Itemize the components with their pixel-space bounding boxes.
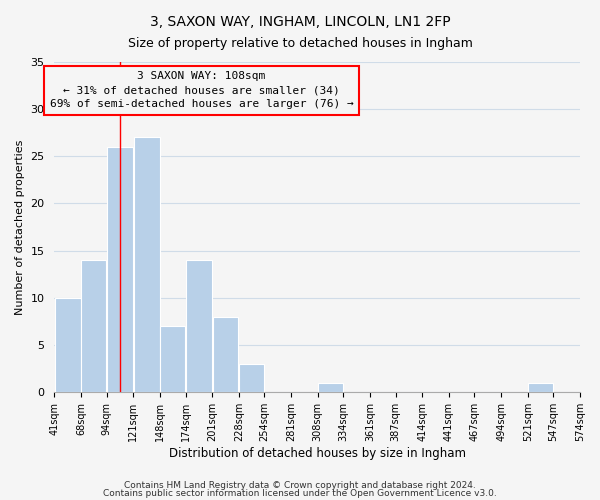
- Y-axis label: Number of detached properties: Number of detached properties: [15, 139, 25, 314]
- Bar: [107, 146, 133, 392]
- Bar: [186, 260, 212, 392]
- Text: Contains public sector information licensed under the Open Government Licence v3: Contains public sector information licen…: [103, 489, 497, 498]
- Bar: [55, 298, 80, 392]
- Bar: [160, 326, 185, 392]
- Bar: [212, 316, 238, 392]
- Text: Contains HM Land Registry data © Crown copyright and database right 2024.: Contains HM Land Registry data © Crown c…: [124, 480, 476, 490]
- Text: 3, SAXON WAY, INGHAM, LINCOLN, LN1 2FP: 3, SAXON WAY, INGHAM, LINCOLN, LN1 2FP: [149, 15, 451, 29]
- Bar: [318, 383, 343, 392]
- Text: Size of property relative to detached houses in Ingham: Size of property relative to detached ho…: [128, 38, 472, 51]
- Bar: [134, 137, 160, 392]
- Text: 3 SAXON WAY: 108sqm
← 31% of detached houses are smaller (34)
69% of semi-detach: 3 SAXON WAY: 108sqm ← 31% of detached ho…: [50, 72, 353, 110]
- X-axis label: Distribution of detached houses by size in Ingham: Distribution of detached houses by size …: [169, 447, 466, 460]
- Bar: [528, 383, 553, 392]
- Bar: [82, 260, 106, 392]
- Bar: [239, 364, 264, 392]
